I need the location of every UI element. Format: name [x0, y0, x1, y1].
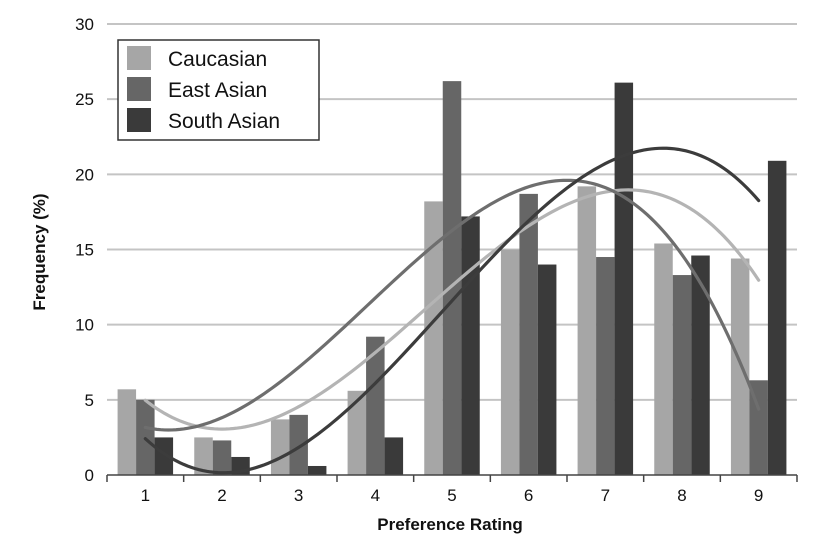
bar — [537, 264, 557, 475]
bar — [347, 390, 367, 475]
bar — [519, 193, 538, 476]
bar — [117, 389, 137, 475]
x-tick-label: 6 — [524, 486, 533, 505]
trend-curve — [143, 178, 761, 432]
legend-label: Caucasian — [168, 48, 267, 71]
legend-box — [117, 39, 320, 141]
bar — [289, 414, 308, 475]
legend-swatch — [127, 77, 151, 101]
bar — [270, 419, 290, 475]
bar — [212, 440, 232, 475]
x-tick-label: 1 — [141, 486, 150, 505]
bar — [654, 243, 673, 475]
bar — [461, 216, 480, 475]
y-tick-label: 20 — [75, 165, 94, 184]
x-tick-label: 3 — [294, 486, 303, 505]
bar — [749, 380, 768, 475]
legend-label: East Asian — [168, 79, 267, 102]
bar — [154, 437, 174, 475]
bar — [307, 465, 327, 475]
bars — [117, 81, 787, 476]
bar — [500, 249, 520, 475]
trend-curves — [143, 146, 761, 475]
bar — [424, 201, 443, 476]
y-tick-label: 15 — [75, 241, 94, 260]
y-tick-label: 25 — [75, 90, 94, 109]
x-tick-label: 8 — [677, 486, 686, 505]
bar — [614, 82, 634, 475]
x-tick-label: 5 — [447, 486, 456, 505]
trend-curve — [143, 188, 761, 431]
y-tick-label: 30 — [75, 15, 94, 34]
bar — [691, 255, 710, 475]
y-tick-label: 0 — [85, 466, 94, 485]
x-tick-label: 9 — [754, 486, 763, 505]
y-tick-label: 10 — [75, 316, 94, 335]
legend: Caucasian East Asian South Asian — [117, 39, 320, 141]
bar — [194, 437, 213, 475]
bar — [672, 275, 692, 475]
legend-label: South Asian — [168, 110, 280, 133]
axes: 0 5 10 15 20 25 30 1 2 3 4 5 6 7 8 9 — [75, 15, 798, 505]
x-axis-title: Preference Rating — [377, 515, 523, 534]
legend-swatch — [127, 108, 151, 132]
bar — [596, 257, 615, 475]
bar — [366, 336, 385, 475]
bar — [384, 437, 404, 475]
x-tick-label: 7 — [601, 486, 610, 505]
legend-swatch — [127, 46, 151, 70]
bar — [577, 186, 597, 476]
x-tick-label: 4 — [371, 486, 380, 505]
x-tick-label: 2 — [217, 486, 226, 505]
y-tick-label: 5 — [85, 391, 94, 410]
y-axis-title: Frequency (%) — [30, 193, 49, 310]
bar — [767, 160, 787, 475]
bar — [442, 81, 462, 476]
trend-curve — [143, 146, 761, 475]
